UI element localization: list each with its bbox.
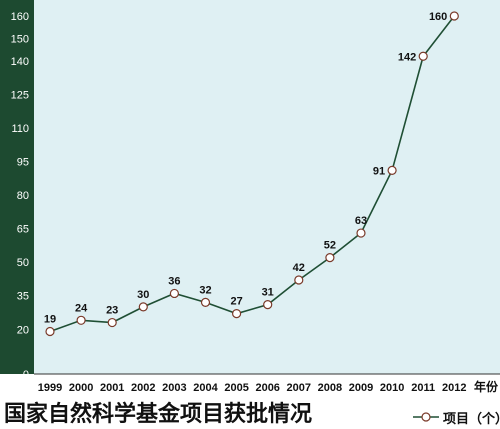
data-point [418, 51, 428, 61]
x-tick-label: 2001 [100, 382, 124, 394]
data-point [232, 308, 242, 319]
data-label: 32 [199, 284, 211, 296]
x-tick-label: 2008 [318, 382, 342, 394]
data-label: 63 [355, 215, 367, 227]
data-point [356, 228, 366, 238]
data-point [45, 326, 55, 337]
y-tick-label: 160 [11, 11, 29, 23]
y-tick-label: 50 [17, 257, 29, 269]
y-tick-label: 35 [17, 291, 29, 303]
data-label: 91 [373, 165, 385, 177]
y-tick-label: 80 [17, 190, 29, 202]
x-tick-label: 2005 [224, 382, 248, 394]
y-tick-label: 65 [17, 224, 29, 236]
x-tick-label: 2009 [349, 382, 373, 394]
x-tick-label: 2002 [131, 382, 155, 394]
x-tick-label: 2004 [193, 382, 218, 394]
y-tick-label: 150 [11, 33, 29, 45]
data-point [138, 302, 148, 312]
data-label: 52 [324, 240, 336, 252]
x-axis-band [0, 374, 500, 400]
data-label: 142 [398, 51, 416, 63]
data-labels: 19 24 23 30 36 32 27 31 42 52 63 91 142 160 [44, 11, 447, 325]
legend-line-marker-icon [413, 412, 439, 422]
data-label: 24 [75, 302, 88, 314]
data-label: 36 [168, 275, 180, 287]
line-chart: 0 20 35 50 65 80 95 110 125 140 150 160 1999 2000 200… [0, 0, 500, 400]
data-point [387, 165, 397, 175]
plot-background [0, 0, 500, 374]
y-tick-label: 20 [17, 324, 29, 336]
data-point [294, 275, 304, 285]
data-point [169, 288, 179, 299]
data-point [200, 297, 211, 307]
data-label: 42 [293, 262, 305, 274]
y-tick-label: 95 [17, 156, 29, 168]
data-point [76, 315, 86, 325]
chart-title: 国家自然科学基金项目获批情况 [4, 401, 313, 426]
x-tick-label: 2006 [255, 382, 279, 394]
y-axis-ticks: 0 20 35 50 65 80 95 110 125 140 150 160 [11, 11, 29, 381]
x-tick-label: 2007 [287, 382, 311, 394]
series-line [49, 15, 455, 333]
data-point [449, 11, 459, 21]
x-tick-label: 1999 [38, 382, 62, 394]
x-tick-label: 2000 [69, 382, 93, 394]
legend-label: 项目（个） [443, 410, 500, 426]
y-tick-label: 140 [11, 56, 29, 68]
x-tick-label: 2012 [442, 382, 466, 394]
data-label: 19 [44, 313, 56, 325]
y-tick-label: 0 [23, 369, 29, 381]
data-label: 30 [137, 289, 149, 301]
x-tick-label: 2003 [162, 382, 186, 394]
x-tick-label: 2010 [380, 382, 404, 394]
data-point [263, 300, 273, 310]
data-label: 160 [429, 11, 447, 23]
data-point [107, 317, 117, 328]
legend: 项目（个） [412, 408, 500, 426]
x-axis-label: 年份 [474, 379, 499, 394]
x-tick-label: 2011 [411, 382, 435, 394]
data-label: 27 [230, 296, 242, 308]
x-axis-ticks: 1999 2000 2001 2002 2003 2004 2005 2006 2007 2008… [38, 382, 467, 394]
data-label: 23 [106, 305, 118, 317]
data-label: 31 [262, 287, 274, 299]
y-tick-label: 125 [11, 89, 29, 101]
y-axis-band [0, 0, 34, 374]
y-tick-label: 110 [11, 123, 29, 135]
data-point [325, 253, 335, 263]
data-points [45, 11, 459, 337]
